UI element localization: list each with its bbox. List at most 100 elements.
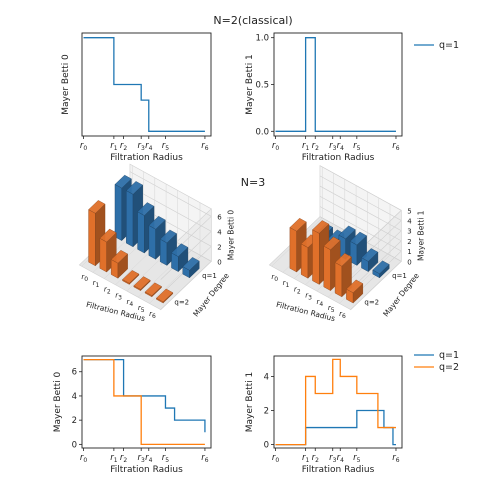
n3-betti0-3d-bar-top-1-5 [171,243,189,257]
n3-betti0-3d-xgrid-5 [137,196,189,298]
n2-betti0-series-1-line [83,37,205,132]
n2-betti0-xtick-label-0: r0 [80,141,88,152]
n3-betti1-2d-xtick-label-5: r5 [353,453,361,464]
n2-betti1-xtick-label-1: r1 [302,141,310,152]
n3-betti0-3d-bar-top-1-3 [148,216,166,230]
n3-betti0-3d-bar-front-1-1 [126,190,134,248]
n2-betti1-xtick-label-4: r4 [337,141,345,152]
n3-betti0-3d-ztick-label-1: 2 [217,243,221,251]
n2-betti1-xlabel: Filtration Radius [302,153,375,163]
n3-betti1-2d-xtick-label-1: r1 [302,453,310,464]
n3-betti1-3d-bar-1-5 [361,248,379,273]
n3-betti1-3d-ztick-label-0: 0 [407,258,411,266]
n3-betti1-2d-xtick-label-6: r6 [392,453,400,464]
n2-betti0-plot-frame [81,32,212,137]
n3-betti0-3d-bar-1-6 [182,257,200,279]
n3-betti1-3d-bar-2-6 [346,279,364,304]
n3-betti0-2d-ytick-label-1: 2 [72,416,77,426]
n3-betti1-2d-xlabel: Filtration Radius [302,465,375,475]
n3-betti0-3d-bar-top-2-5 [144,282,162,296]
n3-betti0-3d-bar-top-2-0 [88,200,106,214]
n3-betti0-3d-bar-top-1-2 [137,202,155,216]
figure-title-top: N=2(classical) [213,14,292,27]
n3-betti0-3d-bar-front-2-0 [88,209,96,267]
n3-betti1-3d-xtick-label-3: r3 [305,292,312,302]
n3-betti0-3d-bar-top-1-0 [114,174,132,189]
n3-betti0-3d-bar-front-1-2 [137,211,145,254]
n3-betti1-3d-xgrid-0 [271,166,323,267]
n3-betti0-2d-xtick-label-3: r3 [138,453,146,464]
n2-betti1-xtick-label-3: r3 [329,141,337,152]
n3-betti1-2d-legend-label-1: q=1 [439,350,459,361]
n2-betti1-ytick-label-0: 0.0 [255,127,269,137]
n2-betti0-xtick-label-1: r1 [110,141,118,152]
n3-betti1-2d-ylabel: Mayer Betti 1 [245,372,255,433]
n3-betti0-3d-bar-front-1-0 [114,184,122,241]
n3-betti0-2d-ylabel: Mayer Betti 0 [53,371,63,432]
n3-betti0-3d-bar-top-1-6 [182,257,200,271]
n3-betti0-3d-bar-2-3 [122,270,140,285]
n2-betti0-xlabel: Filtration Radius [110,153,183,163]
n3-betti0-2d-xtick-label-2: r2 [120,453,128,464]
n3-betti1-2d-xtick-label-2: r2 [312,453,320,464]
n3-betti1-3d-bar-front-2-2 [300,243,309,279]
n3-betti0-3d-bar-top-1-1 [125,181,144,195]
n3-betti1-3d-ztick-label-2: 2 [407,238,411,246]
n3-betti1-3d-xtick-label-2: r2 [294,285,301,295]
n2-betti1-plot-frame [273,32,403,137]
n3-betti1-2d-xtick-label-4: r4 [337,453,345,464]
n3-betti0-3d-ztick-label-2: 4 [217,228,222,236]
n3-betti1-2d-ytick-label-1: 2 [264,407,269,417]
n3-betti1-3d-xgrid-7 [350,210,402,310]
n3-betti0-2d-series-2-line [83,358,205,446]
n3-betti0-3d-ztick-label-3: 6 [217,213,222,221]
n3-betti0-2d-series-1-line [83,358,206,433]
n3-betti1-3d-ztick-label-5: 5 [407,207,411,215]
n3-betti0-3d-bar-top-2-4 [133,276,151,290]
n3-betti1-3d-bar-top-2-6 [346,279,364,294]
n3-betti1-3d-bar-top-2-5 [334,253,352,267]
n3-betti1-3d-ytick-label-0: q=1 [392,272,407,280]
n3-betti0-3d-bar-top-2-6 [156,288,174,303]
n3-betti0-3d-xgrid-7 [160,208,212,310]
n3-betti1-3d-ytick-label-1: q=2 [364,298,379,306]
n2-betti1-ytick-label-1: 0.5 [255,81,269,91]
n3-betti1-2d-ytick-label-0: 0 [264,441,269,451]
n2-betti1-xtick-label-5: r5 [353,141,361,152]
n2-betti0-ylabel: Mayer Betti 0 [61,54,71,115]
n3-betti1-3d-bar-front-2-3 [312,229,320,285]
n3-betti1-3d-xtick-label-6: r6 [339,310,346,320]
n2-betti0-xtick-label-2: r2 [120,141,128,152]
n3-betti0-2d-ytick-label-3: 6 [72,368,77,378]
n3-betti0-3d-xtick-label-4: r4 [127,298,134,308]
n3-betti1-3d-bar-top-1-6 [372,260,390,274]
n3-betti0-2d-ytick-label-2: 4 [72,392,77,402]
n2-betti0-xtick-label-4: r4 [145,141,153,152]
n3-betti1-2d-plot-frame [273,355,403,449]
n3-betti1-3d-ztick-label-3: 3 [407,228,411,236]
n3-betti0-3d-bar-2-5 [144,282,162,298]
n3-betti1-3d-bar-front-2-1 [289,227,297,273]
n3-betti1-3d-bar-top-1-3 [338,225,356,240]
n3-betti0-3d-bar-2-6 [156,288,174,304]
n3-betti0-3d-bar-top-2-1 [99,228,117,243]
n3-betti1-3d-bar-1-6 [372,260,390,279]
n3-betti0-3d-xtick-label-1: r1 [93,279,100,289]
n2-betti1-xtick-label-0: r0 [272,141,280,152]
n3-betti0-3d-xgrid-4 [126,190,178,292]
n3-betti0-2d-xtick-label-6: r6 [201,453,209,464]
n3-betti1-3d-xtick-label-1: r1 [283,279,290,289]
n3-betti1-2d-ytick-label-2: 4 [264,372,269,382]
n3-betti1-2d-series-2-line [275,358,396,446]
n3-betti0-3d-bar-front-1-3 [148,225,156,260]
n2-betti1-xtick-label-2: r2 [312,141,320,152]
n2-betti1-legend-label-1: q=1 [439,40,459,51]
n3-betti1-3d-xtick-label-4: r4 [317,298,324,308]
n3-betti0-3d-zlabel: Mayer Betti 0 [226,210,235,261]
n3-betti0-3d-xtick-label-2: r2 [104,285,111,295]
n3-betti1-3d-bar-top-2-4 [323,236,341,251]
n3-betti0-3d-xtick-label-3: r3 [115,292,122,302]
n3-betti1-3d-xtick-label-5: r5 [328,304,335,314]
